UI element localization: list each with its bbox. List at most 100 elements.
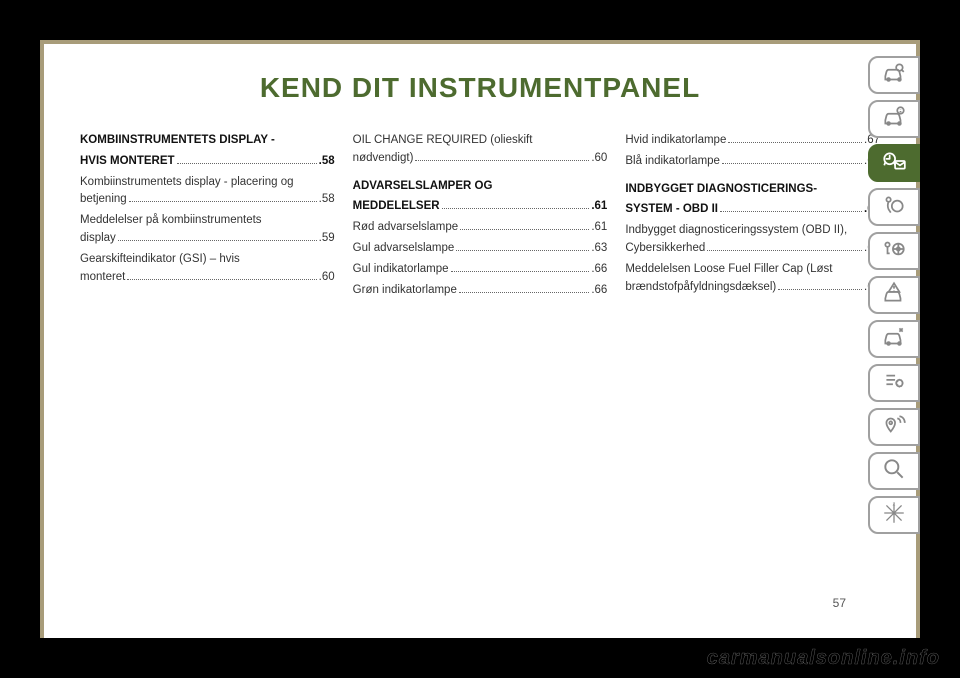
toc-item-page: .66	[591, 282, 607, 300]
toc-item: Gul advarselslampe .63	[353, 240, 608, 258]
toc-item-line: brændstofpåfyldningsdæksel) .68	[625, 279, 880, 297]
toc-item-label: monteret	[80, 269, 125, 287]
toc-item-line: monteret .60	[80, 269, 335, 287]
svg-text:Z: Z	[893, 501, 896, 506]
toc-item-label: Rød advarselslampe	[353, 219, 458, 237]
toc-columns: KOMBIINSTRUMENTETS DISPLAY - HVIS MONTER…	[44, 132, 916, 310]
manual-page: KEND DIT INSTRUMENTPANEL KOMBIINSTRUMENT…	[40, 40, 920, 638]
toc-item-label: Cybersikkerhed	[625, 240, 705, 258]
toc-col-2: OIL CHANGE REQUIRED (olieskift nødvendig…	[353, 132, 608, 310]
location-wave-icon	[881, 412, 907, 443]
toc-item-label: Meddelelser på kombiinstrumentets	[80, 212, 335, 230]
toc-item: OIL CHANGE REQUIRED (olieskift nødvendig…	[353, 132, 608, 168]
toc-dots	[459, 292, 589, 293]
toc-item: Hvid indikatorlampe .67	[625, 132, 880, 150]
toc-item-page: .58	[319, 191, 335, 209]
toc-item-page: .63	[591, 240, 607, 258]
toc-item: Gul indikatorlampe .66	[353, 261, 608, 279]
toc-item-label: Meddelelsen Loose Fuel Filler Cap (Løst	[625, 261, 880, 279]
toc-item-label: Grøn indikatorlampe	[353, 282, 457, 300]
toc-item-line: Cybersikkerhed .68	[625, 240, 880, 258]
toc-dots	[127, 279, 316, 280]
toc-dots	[456, 250, 589, 251]
toc-dots	[177, 163, 317, 164]
toc-item-page: .61	[591, 219, 607, 237]
tab-compass[interactable]: Z	[868, 496, 920, 534]
toc-dots	[707, 250, 862, 251]
tab-location-wave[interactable]	[868, 408, 920, 446]
toc-dots	[728, 142, 862, 143]
toc-col-1: KOMBIINSTRUMENTETS DISPLAY - HVIS MONTER…	[80, 132, 335, 310]
toc-section: Hvid indikatorlampe .67 Blå indikatorlam…	[625, 132, 880, 171]
toc-item-page: .60	[319, 269, 335, 287]
toc-heading: KOMBIINSTRUMENTETS DISPLAY -	[80, 132, 335, 150]
toc-item: Meddelelsen Loose Fuel Filler Cap (Løst …	[625, 261, 880, 297]
toc-item: Rød advarselslampe .61	[353, 219, 608, 237]
toc-heading-label: HVIS MONTERET	[80, 153, 175, 171]
car-info-icon	[881, 104, 907, 135]
tab-airbag[interactable]	[868, 188, 920, 226]
toc-dots	[720, 211, 862, 212]
tab-key-steering[interactable]	[868, 232, 920, 270]
tab-car-search[interactable]	[868, 56, 920, 94]
toc-item-line: display .59	[80, 230, 335, 248]
toc-section: ADVARSELSLAMPER OG MEDDELELSER .61 Rød a…	[353, 178, 608, 300]
toc-item-label: brændstofpåfyldningsdæksel)	[625, 279, 776, 297]
toc-item-label: OIL CHANGE REQUIRED (olieskift	[353, 132, 608, 150]
toc-item-label: Gul indikatorlampe	[353, 261, 449, 279]
toc-heading-line: MEDDELELSER .61	[353, 198, 608, 216]
tab-car-info[interactable]	[868, 100, 920, 138]
magnifier-icon	[881, 456, 907, 487]
toc-dots	[722, 163, 862, 164]
airbag-icon	[881, 192, 907, 223]
toc-heading-page: .61	[591, 198, 607, 216]
toc-item-label: nødvendigt)	[353, 150, 414, 168]
toc-item-label: betjening	[80, 191, 127, 209]
toc-heading-line: SYSTEM - OBD II .67	[625, 201, 880, 219]
toc-item-page: .59	[319, 230, 335, 248]
toc-section: KOMBIINSTRUMENTETS DISPLAY - HVIS MONTER…	[80, 132, 335, 287]
toc-dots	[460, 229, 589, 230]
tab-list-gear[interactable]	[868, 364, 920, 402]
toc-dots	[118, 240, 317, 241]
tab-magnifier[interactable]	[868, 452, 920, 490]
tab-car-warning[interactable]	[868, 276, 920, 314]
watermark: carmanualsonline.info	[707, 647, 940, 670]
toc-item: Meddelelser på kombiinstrumentets displa…	[80, 212, 335, 248]
toc-dots	[129, 201, 317, 202]
toc-item-label: Gul advarselslampe	[353, 240, 455, 258]
toc-item: Blå indikatorlampe .67	[625, 153, 880, 171]
toc-heading-line: HVIS MONTERET .58	[80, 153, 335, 171]
toc-item: Kombiinstrumentets display - placering o…	[80, 174, 335, 210]
toc-item: Gearskifteindikator (GSI) – hvis montere…	[80, 251, 335, 287]
toc-item-label: Blå indikatorlampe	[625, 153, 720, 171]
toc-heading: ADVARSELSLAMPER OG	[353, 178, 608, 196]
compass-icon: Z	[881, 500, 907, 531]
toc-item-line: betjening .58	[80, 191, 335, 209]
key-steering-icon	[881, 236, 907, 267]
toc-heading-page: .58	[319, 153, 335, 171]
toc-item-label: Gearskifteindikator (GSI) – hvis	[80, 251, 335, 269]
toc-item-label: Indbygget diagnosticeringssystem (OBD II…	[625, 222, 880, 240]
toc-item: Indbygget diagnosticeringssystem (OBD II…	[625, 222, 880, 258]
toc-section: OIL CHANGE REQUIRED (olieskift nødvendig…	[353, 132, 608, 168]
dashboard-mail-icon	[881, 148, 907, 179]
toc-item-line: nødvendigt) .60	[353, 150, 608, 168]
toc-dots	[415, 160, 589, 161]
chapter-tabs: Z	[868, 56, 920, 534]
toc-dots	[442, 208, 590, 209]
page-number: 57	[833, 596, 846, 610]
toc-item: Grøn indikatorlampe .66	[353, 282, 608, 300]
car-search-icon	[881, 60, 907, 91]
toc-heading-label: MEDDELELSER	[353, 198, 440, 216]
toc-col-3: Hvid indikatorlampe .67 Blå indikatorlam…	[625, 132, 880, 310]
tab-car-service[interactable]	[868, 320, 920, 358]
tab-dashboard-mail[interactable]	[868, 144, 920, 182]
page-title: KEND DIT INSTRUMENTPANEL	[44, 72, 916, 104]
toc-item-label: display	[80, 230, 116, 248]
toc-heading: INDBYGGET DIAGNOSTICERINGS-	[625, 181, 880, 199]
toc-dots	[778, 289, 862, 290]
toc-item-page: .60	[591, 150, 607, 168]
list-gear-icon	[881, 368, 907, 399]
toc-item-page: .66	[591, 261, 607, 279]
